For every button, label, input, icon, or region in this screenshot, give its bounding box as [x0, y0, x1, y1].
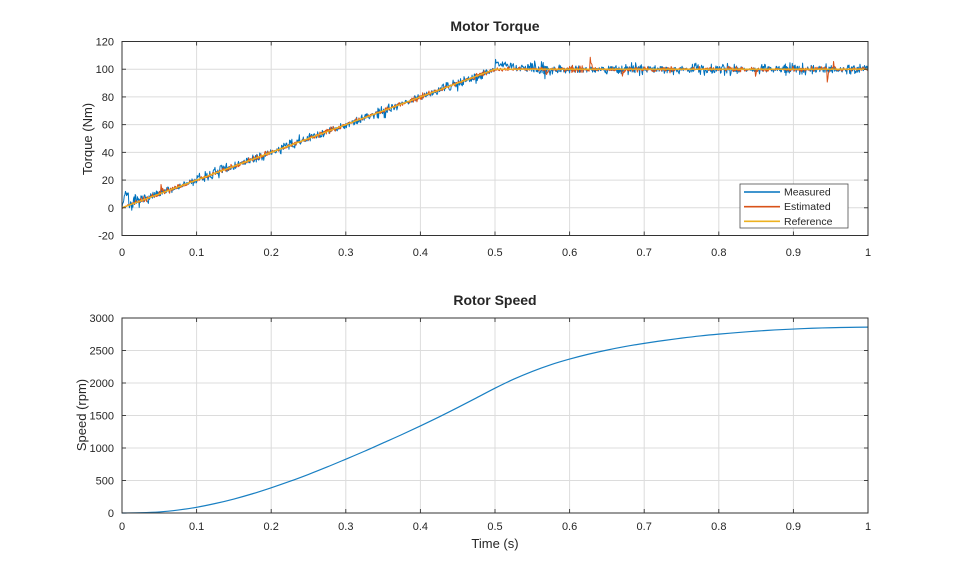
chart-title: Motor Torque: [450, 18, 539, 34]
y-tick-label: 1000: [90, 443, 114, 455]
series-reference-line: [121, 68, 868, 209]
x-tick-label: 0.6: [562, 247, 577, 259]
y-tick-label: 0: [108, 508, 114, 520]
legend-entry-label: Measured: [784, 187, 831, 199]
series-lines: [121, 326, 869, 514]
axes-box: [121, 317, 869, 514]
x-tick-label: 0.5: [487, 247, 502, 259]
y-axis-label: Torque (Nm): [80, 103, 95, 175]
tick-labels: 0 0.1 0.2 0.3 0.4 0.5 0.6 0.7 0.8 0.9 1 -20 0 20 40 60 8…: [96, 37, 871, 260]
y-tick-label: 1500: [90, 411, 114, 423]
y-tick-label: 3000: [90, 313, 114, 325]
x-tick-label: 0.2: [264, 247, 279, 259]
tick-labels: 0 0.1 0.2 0.3 0.4 0.5 0.6 0.7 0.8 0.9 1 0 500 1000 150…: [90, 313, 872, 533]
y-tick-label: 80: [102, 92, 114, 104]
series-speed-line: [121, 326, 869, 514]
x-tick-label: 0.2: [264, 521, 279, 533]
y-axis-label: Speed (rpm): [74, 379, 89, 451]
y-tick-label: 500: [96, 476, 114, 488]
x-tick-label: 0.8: [711, 521, 726, 533]
x-tick-label: 0.4: [413, 247, 428, 259]
x-tick-label: 0.9: [786, 521, 801, 533]
x-tick-label: 0.5: [487, 521, 502, 533]
x-tick-label: 0.6: [562, 521, 577, 533]
grid-lines: [121, 317, 869, 514]
y-tick-label: 2000: [90, 378, 114, 390]
chart-title: Rotor Speed: [453, 292, 536, 308]
motor-torque-chart: 0 0.1 0.2 0.3 0.4 0.5 0.6 0.7 0.8 0.9 1 -20 0 20 40 60 8…: [80, 18, 871, 259]
y-tick-label: 20: [102, 175, 114, 187]
series-lines: [121, 56, 869, 211]
x-tick-label: 0.9: [786, 247, 801, 259]
x-tick-label: 0: [119, 521, 125, 533]
y-tick-label: 120: [96, 37, 114, 49]
y-tick-label: 100: [96, 64, 114, 76]
legend: Measured Estimated Reference: [739, 183, 849, 229]
y-tick-label: 2500: [90, 346, 114, 358]
y-tick-label: 0: [108, 203, 114, 215]
x-tick-label: 0.7: [637, 247, 652, 259]
x-tick-label: 0.7: [637, 521, 652, 533]
x-tick-label: 0.1: [189, 521, 204, 533]
y-tick-label: -20: [98, 231, 114, 243]
y-tick-label: 40: [102, 147, 114, 159]
legend-entry-label: Reference: [784, 216, 833, 228]
x-tick-label: 1: [865, 521, 871, 533]
x-axis-label: Time (s): [471, 536, 518, 551]
x-tick-label: 0.8: [711, 247, 726, 259]
y-tick-label: 60: [102, 120, 114, 132]
x-tick-label: 0.4: [413, 521, 428, 533]
legend-entry-label: Estimated: [784, 201, 831, 213]
axes-box: [121, 41, 869, 236]
x-tick-label: 0.3: [338, 521, 353, 533]
x-tick-label: 1: [865, 247, 871, 259]
rotor-speed-chart: 0 0.1 0.2 0.3 0.4 0.5 0.6 0.7 0.8 0.9 1 0 500 1000 150…: [74, 292, 871, 551]
x-tick-label: 0.1: [189, 247, 204, 259]
x-tick-label: 0: [119, 247, 125, 259]
x-tick-label: 0.3: [338, 247, 353, 259]
